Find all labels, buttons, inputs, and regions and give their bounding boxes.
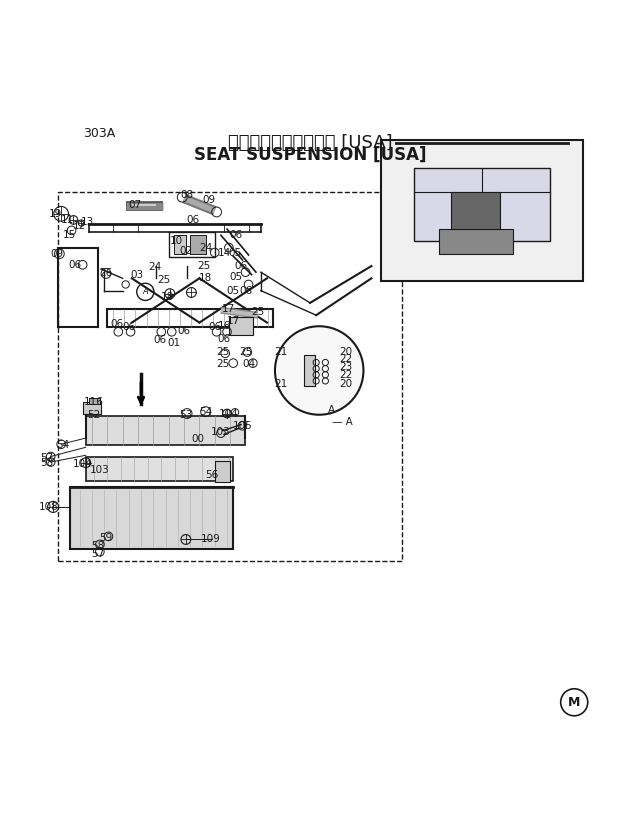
Text: 52: 52 <box>87 409 100 420</box>
Text: 25: 25 <box>157 275 171 284</box>
Bar <box>82 403 101 414</box>
Text: 06: 06 <box>218 333 231 343</box>
Text: 25: 25 <box>251 307 264 317</box>
Text: 54: 54 <box>199 407 212 418</box>
Bar <box>304 355 315 386</box>
Text: 26: 26 <box>99 269 113 279</box>
Text: 11: 11 <box>61 215 74 225</box>
Circle shape <box>275 326 363 414</box>
Text: 05: 05 <box>227 285 240 295</box>
Text: 25: 25 <box>239 347 252 357</box>
Text: シートサスペンション [USA]: シートサスペンション [USA] <box>228 134 392 152</box>
Bar <box>215 461 230 482</box>
Text: 25: 25 <box>198 261 211 271</box>
Text: 17: 17 <box>226 317 240 327</box>
Text: — A: — A <box>332 417 352 427</box>
Text: 20: 20 <box>339 379 352 389</box>
Text: 10: 10 <box>169 237 183 246</box>
Text: 15: 15 <box>63 230 76 241</box>
Text: 59: 59 <box>99 533 113 543</box>
Bar <box>89 398 100 404</box>
Bar <box>190 236 206 254</box>
Text: 06: 06 <box>239 285 252 295</box>
Text: 53: 53 <box>179 409 192 420</box>
Text: 24: 24 <box>199 242 212 252</box>
Text: 12: 12 <box>73 221 86 231</box>
Bar <box>451 193 500 229</box>
Text: 13: 13 <box>81 217 94 227</box>
Text: 21: 21 <box>274 379 287 389</box>
Bar <box>174 236 186 254</box>
Bar <box>229 317 254 336</box>
Text: 23: 23 <box>339 362 352 372</box>
Text: 09: 09 <box>50 249 63 259</box>
Text: SEAT SUSPENSION [USA]: SEAT SUSPENSION [USA] <box>193 146 427 164</box>
Text: 06: 06 <box>234 261 248 271</box>
Bar <box>86 457 233 481</box>
Text: 05: 05 <box>229 247 242 257</box>
Text: M: M <box>568 696 580 709</box>
Text: 06: 06 <box>69 260 82 270</box>
Text: 57: 57 <box>91 548 105 558</box>
Text: 06: 06 <box>229 230 243 241</box>
FancyBboxPatch shape <box>381 140 583 281</box>
Text: 22: 22 <box>339 370 352 380</box>
Bar <box>414 168 550 241</box>
Text: 06: 06 <box>153 335 166 345</box>
Text: 01: 01 <box>167 338 180 348</box>
Text: 104: 104 <box>73 459 92 469</box>
Text: 16: 16 <box>218 321 231 331</box>
Text: 14: 14 <box>218 247 231 257</box>
Text: 06: 06 <box>187 215 200 225</box>
Text: 07: 07 <box>128 199 141 209</box>
Text: 02: 02 <box>179 246 192 256</box>
Text: 06: 06 <box>122 323 135 332</box>
Text: 103: 103 <box>90 465 110 475</box>
Bar <box>86 416 246 446</box>
Text: 57: 57 <box>40 452 54 463</box>
Bar <box>169 232 215 257</box>
Text: 54: 54 <box>56 441 69 451</box>
Text: 05: 05 <box>229 272 243 282</box>
Text: 04: 04 <box>242 360 255 370</box>
Text: 58: 58 <box>91 541 105 551</box>
Text: A: A <box>328 405 335 415</box>
Bar <box>439 229 513 254</box>
Text: 22: 22 <box>339 355 352 365</box>
Text: 03: 03 <box>130 270 143 280</box>
Text: 17: 17 <box>222 304 236 314</box>
Text: 116: 116 <box>84 398 104 408</box>
Text: 58: 58 <box>40 457 54 467</box>
Text: 303A: 303A <box>82 127 115 141</box>
Text: 25: 25 <box>216 360 229 370</box>
Text: 06: 06 <box>177 326 190 336</box>
Text: 20: 20 <box>339 347 352 357</box>
Text: 08: 08 <box>180 190 193 200</box>
Text: 06: 06 <box>208 323 221 332</box>
Text: 06: 06 <box>110 319 123 329</box>
Text: 104: 104 <box>219 409 239 418</box>
Text: 105: 105 <box>232 421 252 431</box>
Text: 18: 18 <box>161 292 174 302</box>
Text: 108: 108 <box>39 502 59 512</box>
Text: 19: 19 <box>48 208 61 219</box>
Text: A: A <box>143 287 148 296</box>
Text: 103: 103 <box>211 427 231 437</box>
Text: 24: 24 <box>149 262 162 272</box>
Text: 21: 21 <box>274 347 287 357</box>
Bar <box>70 487 233 548</box>
Text: 09: 09 <box>202 194 215 204</box>
Text: 18: 18 <box>199 273 212 284</box>
Text: 109: 109 <box>201 534 220 544</box>
Text: 56: 56 <box>205 470 218 480</box>
Text: 25: 25 <box>216 347 229 357</box>
Text: 00: 00 <box>192 434 205 444</box>
